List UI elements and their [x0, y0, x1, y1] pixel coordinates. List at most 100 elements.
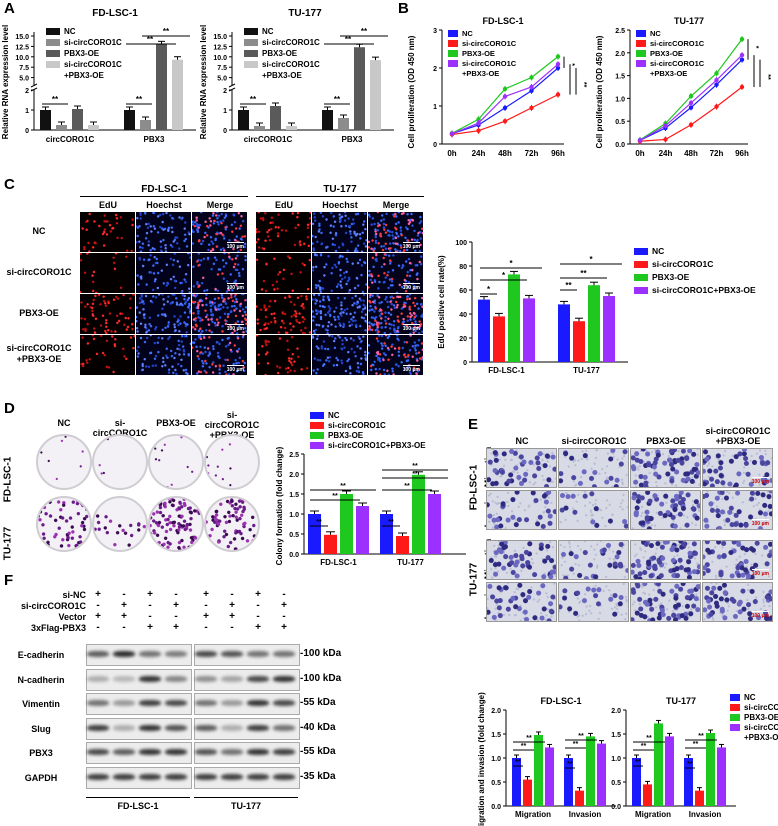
- y-tick-label: 0.0: [289, 552, 299, 559]
- blot-label: PBX3: [29, 748, 53, 758]
- transwell-image: [558, 582, 629, 622]
- y-tick-label: 10.0: [15, 55, 29, 62]
- x-tick-label: 48h: [498, 149, 512, 158]
- protein-band: [247, 773, 269, 780]
- legend-a-label: si-circCORO1C: [64, 60, 122, 69]
- protein-band: [221, 749, 243, 755]
- y-tick-label: 0.5: [615, 119, 625, 126]
- bar: [545, 747, 554, 806]
- bar: [428, 494, 441, 554]
- bar: [396, 536, 409, 554]
- legend-a-label: +PBX3-OE: [64, 71, 104, 80]
- condition-sign: -: [282, 611, 286, 622]
- legend-e-swatch: [730, 694, 740, 701]
- column-header: EdU: [275, 200, 293, 210]
- group-label: FD-LSC-1: [468, 464, 480, 511]
- protein-band: [195, 700, 217, 706]
- bar: [270, 106, 281, 130]
- y-axis-label: EdU positive cell rate(%): [437, 255, 446, 349]
- column-header-line: si-circCORO1C: [705, 426, 771, 436]
- transwell-image: [486, 540, 557, 580]
- protein-band: [247, 724, 269, 731]
- group-label: TU-177: [468, 562, 480, 597]
- column-header: si-circCORO1C+PBX3-OE: [702, 426, 774, 446]
- blot-label: Slug: [31, 723, 51, 734]
- y-tick-label: 1.0: [615, 96, 625, 103]
- column-header: PBX3-OE: [630, 436, 702, 446]
- micrograph: [80, 253, 135, 293]
- x-tick-label: TU-177: [573, 366, 600, 375]
- legend-b-swatch: [636, 40, 646, 47]
- colony-dish: [92, 496, 148, 552]
- legend-a-swatch: [46, 28, 60, 35]
- micrograph: [312, 335, 367, 375]
- y-tick-label: 3: [433, 28, 437, 35]
- bar: [40, 110, 51, 130]
- colony-dish: [204, 434, 260, 490]
- micrograph: 100 μm: [192, 294, 247, 334]
- legend-d-label: si-circCORO1C: [328, 421, 386, 430]
- chart-b2: TU-177 0.0 0.5 1.0 1.5 2.0 2.5 0h 24h 48h 72h 96h Ce…: [595, 16, 771, 158]
- row-label-line: NC: [32, 226, 46, 236]
- column-header: NC: [32, 418, 96, 428]
- legend-a-label: si-circCORO1C: [262, 38, 320, 47]
- bar: [523, 298, 535, 362]
- micrograph: [136, 335, 191, 375]
- legend-b-label: NC: [650, 29, 661, 38]
- condition-sign: +: [173, 622, 179, 633]
- colony-dish: [92, 434, 148, 490]
- legend-e-label: si-circCORO1C: [744, 723, 778, 732]
- protein-band: [165, 651, 187, 657]
- y-tick-label: 12.5: [15, 44, 29, 51]
- y-tick-label: 80: [459, 264, 467, 271]
- sig-label: **: [163, 27, 170, 36]
- x-tick-label: TU-177: [397, 558, 424, 567]
- y-tick-label: 40: [459, 312, 467, 319]
- y-tick-label: 2.5: [289, 452, 299, 459]
- scale-bar: 100 μm: [402, 365, 421, 373]
- legend-c-swatch: [634, 274, 648, 281]
- y-axis-label: Relative RNA expression level: [1, 25, 10, 139]
- legend-d-swatch: [310, 442, 324, 449]
- micrograph: [256, 294, 311, 334]
- condition-sign: +: [121, 611, 127, 622]
- bar: [412, 474, 425, 554]
- condition-sign: -: [96, 600, 100, 611]
- condition-sign: -: [282, 589, 286, 600]
- sig-label: **: [361, 27, 368, 36]
- protein-band: [139, 700, 161, 706]
- condition-sign: -: [122, 589, 126, 600]
- protein-band: [87, 675, 109, 682]
- y-tick-label: 0.0: [491, 804, 501, 811]
- protein-band: [139, 773, 161, 780]
- bar: [508, 274, 520, 362]
- protein-band: [139, 724, 161, 731]
- legend-d-label: si-circCORO1C+PBX3-OE: [328, 441, 426, 450]
- y-tick-label: 2: [25, 88, 29, 95]
- x-tick-label: 48h: [684, 149, 698, 158]
- sig-label: **: [580, 82, 587, 88]
- y-tick-label: 0.5: [289, 532, 299, 539]
- condition-label: si-circCORO1C: [20, 601, 86, 611]
- micrograph: [136, 294, 191, 334]
- legend-a-label: +PBX3-OE: [262, 71, 302, 80]
- y-axis-label: Relative RNA expression level: [199, 25, 208, 139]
- chart-e2: 0.0 0.5 1.0 1.5 2.0 Migration Invasion TU-177 **…: [611, 693, 778, 819]
- condition-sign: +: [95, 611, 101, 622]
- y-tick-label: 0: [463, 360, 467, 367]
- scale-bar: 100 μm: [402, 242, 421, 250]
- protein-band: [221, 700, 243, 706]
- condition-sign: +: [173, 600, 179, 611]
- y-tick-label: 0.0: [611, 804, 621, 811]
- y-tick-label: 0: [25, 128, 29, 135]
- x-tick-label: 24h: [659, 149, 673, 158]
- condition-sign: +: [255, 589, 261, 600]
- sig-label: *: [568, 63, 575, 66]
- condition-sign: -: [204, 600, 208, 611]
- protein-band: [195, 749, 217, 755]
- legend-b-swatch: [636, 50, 646, 57]
- scale-bar: 100 μm: [751, 569, 770, 577]
- bar: [338, 118, 349, 130]
- protein-band: [87, 700, 109, 706]
- protein-band: [113, 675, 135, 682]
